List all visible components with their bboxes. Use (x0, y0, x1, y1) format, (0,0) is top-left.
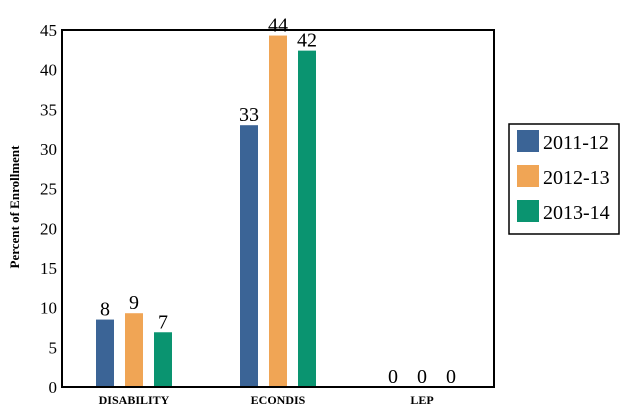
legend-swatch (517, 200, 539, 222)
legend-swatch (517, 130, 539, 152)
y-axis-label: Percent of Enrollment (7, 145, 22, 269)
y-tick-label: 30 (40, 140, 57, 159)
data-label: 0 (417, 366, 427, 388)
bar (240, 125, 258, 387)
data-label: 33 (239, 104, 259, 126)
bar (269, 35, 287, 387)
legend-label: 2012-13 (543, 167, 610, 189)
bar (298, 50, 316, 387)
legend-label: 2013-14 (543, 202, 610, 224)
data-label: 0 (388, 366, 398, 388)
y-tick-label: 40 (40, 61, 57, 80)
y-tick-label: 15 (40, 259, 57, 278)
y-tick-label: 0 (49, 378, 58, 397)
data-label: 0 (446, 366, 456, 388)
category-label: DISABILITY (99, 393, 170, 407)
bar (96, 319, 114, 387)
data-label: 9 (129, 292, 139, 314)
data-label: 7 (158, 311, 168, 333)
legend-swatch (517, 165, 539, 187)
category-labels: DISABILITY ECONDIS LEP (99, 393, 434, 407)
y-tick-label: 10 (40, 299, 57, 318)
data-label: 8 (100, 299, 110, 321)
y-tick-label: 5 (49, 338, 58, 357)
y-tick-label: 20 (40, 219, 57, 238)
category-label: LEP (410, 393, 433, 407)
plot-area (61, 29, 495, 388)
bar (154, 332, 172, 387)
legend-label: 2011-12 (543, 132, 609, 154)
bar (125, 313, 143, 387)
data-label: 44 (268, 15, 288, 37)
category-label: ECONDIS (251, 393, 306, 407)
legend: 2011-12 2012-13 2013-14 (508, 123, 620, 235)
y-axis-ticks: 0 5 10 15 20 25 30 35 40 45 (40, 21, 57, 397)
y-tick-label: 45 (40, 21, 57, 40)
y-tick-label: 25 (40, 180, 57, 199)
data-label: 42 (297, 30, 317, 52)
y-tick-label: 35 (40, 100, 57, 119)
bars (96, 35, 316, 387)
